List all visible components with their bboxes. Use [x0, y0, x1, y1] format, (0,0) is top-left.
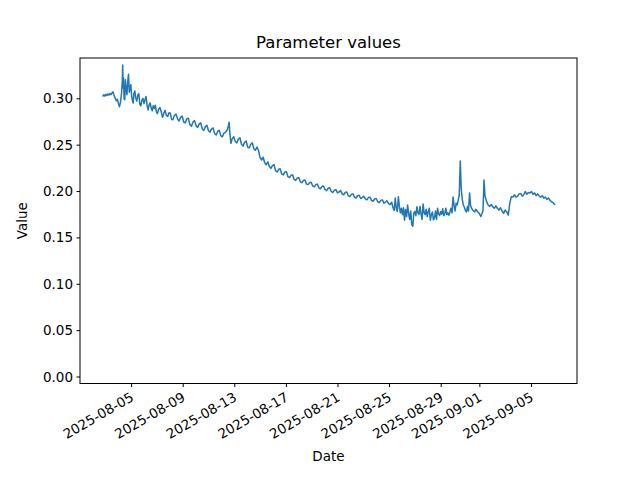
x-axis-label: Date [312, 448, 344, 464]
y-tick-label: 0.00 [43, 369, 73, 385]
figure: 2025-08-052025-08-092025-08-132025-08-17… [0, 0, 640, 480]
chart-canvas: 2025-08-052025-08-092025-08-132025-08-17… [0, 0, 640, 480]
y-tick-label: 0.05 [43, 322, 73, 338]
y-tick-label: 0.10 [43, 276, 73, 292]
y-tick-label: 0.20 [43, 183, 73, 199]
y-axis-label: Value [14, 202, 30, 239]
chart-title: Parameter values [256, 33, 401, 52]
y-tick-label: 0.15 [43, 229, 73, 245]
y-tick-label: 0.25 [43, 137, 73, 153]
y-tick-label: 0.30 [43, 90, 73, 106]
